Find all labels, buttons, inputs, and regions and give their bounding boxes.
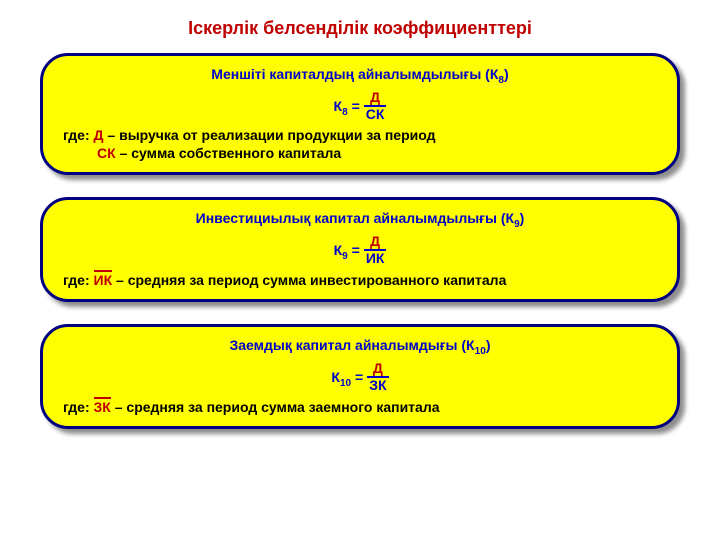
heading-text: Заемдық капитал айналымдығы (К xyxy=(230,337,475,353)
formula: К10 = ДЗК xyxy=(63,361,657,392)
numerator: Д xyxy=(364,234,387,249)
slide: Іскерлік белсенділік коэффициенттері Мен… xyxy=(0,0,720,540)
formula-left: К10 = xyxy=(331,370,363,384)
where-line: где: ИК – средняя за период сумма инвест… xyxy=(63,272,657,290)
where-post: – средняя за период сумма заемного капит… xyxy=(111,399,440,415)
boxes-container: Меншіті капиталдың айналымдылығы (К8) К8 … xyxy=(40,53,680,429)
formula-box: Меншіті капиталдың айналымдылығы (К8) К8 … xyxy=(40,53,680,175)
box-heading: Инвестициылық капитал айналымдылығы (К9) xyxy=(63,210,657,226)
heading-text-end: ) xyxy=(504,66,509,82)
where-symbol: Д xyxy=(94,127,104,145)
denominator: СК xyxy=(364,105,387,122)
where-post: – выручка от реализации продукции за пер… xyxy=(104,127,436,143)
where-post: – средняя за период сумма инвестированно… xyxy=(112,272,506,288)
formula: К8 = ДСК xyxy=(63,90,657,121)
box-heading: Заемдық капитал айналымдығы (К10) xyxy=(63,337,657,353)
where-block: где: Д – выручка от реализации продукции… xyxy=(63,127,657,162)
heading-text-end: ) xyxy=(520,210,525,226)
page-title: Іскерлік белсенділік коэффициенттері xyxy=(40,18,680,39)
heading-text: Инвестициылық капитал айналымдылығы (К xyxy=(196,210,514,226)
denominator: ЗК xyxy=(367,376,388,393)
where-pre: где: xyxy=(63,399,94,415)
fraction: ДИК xyxy=(364,234,387,265)
formula-box: Инвестициылық капитал айналымдылығы (К9)… xyxy=(40,197,680,302)
where-pre: где: xyxy=(63,272,94,288)
where-post: – сумма собственного капитала xyxy=(116,145,342,161)
denominator: ИК xyxy=(364,249,387,266)
numerator: Д xyxy=(364,90,387,105)
where-symbol: ЗК xyxy=(94,399,111,417)
where-symbol: ИК xyxy=(94,272,113,290)
formula-box: Заемдық капитал айналымдығы (К10) К10 = Д… xyxy=(40,324,680,429)
where-line: СК – сумма собственного капитала xyxy=(63,145,657,163)
where-block: где: ИК – средняя за период сумма инвест… xyxy=(63,272,657,290)
formula-left: К9 = xyxy=(334,243,360,257)
where-line: где: Д – выручка от реализации продукции… xyxy=(63,127,657,145)
heading-sub: 10 xyxy=(475,346,486,357)
where-pre: где: xyxy=(63,127,94,143)
fraction: ДСК xyxy=(364,90,387,121)
fraction: ДЗК xyxy=(367,361,388,392)
where-block: где: ЗК – средняя за период сумма заемно… xyxy=(63,399,657,417)
heading-text: Меншіті капиталдың айналымдылығы (К xyxy=(211,66,498,82)
box-heading: Меншіті капиталдың айналымдылығы (К8) xyxy=(63,66,657,82)
numerator: Д xyxy=(367,361,388,376)
where-line: где: ЗК – средняя за период сумма заемно… xyxy=(63,399,657,417)
formula: К9 = ДИК xyxy=(63,234,657,265)
heading-text-end: ) xyxy=(486,337,491,353)
where-symbol: СК xyxy=(97,145,116,163)
formula-left: К8 = xyxy=(334,99,360,113)
